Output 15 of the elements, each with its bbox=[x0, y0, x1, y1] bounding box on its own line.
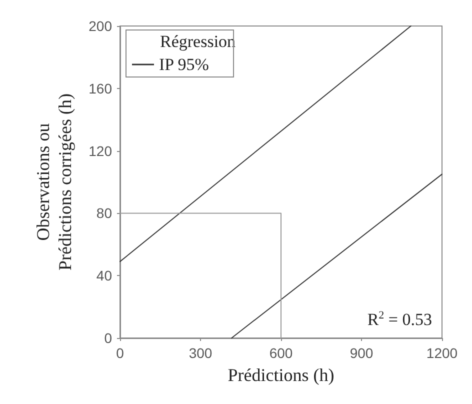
legend-title: Régression bbox=[160, 32, 236, 51]
y-tick-label: 0 bbox=[104, 330, 112, 346]
x-tick-label: 300 bbox=[188, 345, 212, 361]
y-tick-label: 120 bbox=[88, 142, 112, 159]
x-tick-label: 600 bbox=[269, 345, 293, 361]
legend-label: IP 95% bbox=[159, 55, 209, 74]
y-tick-label: 80 bbox=[96, 205, 112, 222]
y-tick-label: 40 bbox=[96, 268, 112, 284]
y-tick-label: 160 bbox=[88, 80, 112, 96]
x-axis-title: Prédictions (h) bbox=[228, 365, 334, 385]
x-tick-label: 900 bbox=[350, 345, 374, 361]
y-tick-label: 200 bbox=[88, 18, 112, 34]
x-tick-label: 0 bbox=[116, 345, 124, 361]
x-tick-label: 1200 bbox=[426, 345, 458, 361]
y-axis-title: Observations ou Prédictions corrigées (h) bbox=[33, 94, 75, 270]
